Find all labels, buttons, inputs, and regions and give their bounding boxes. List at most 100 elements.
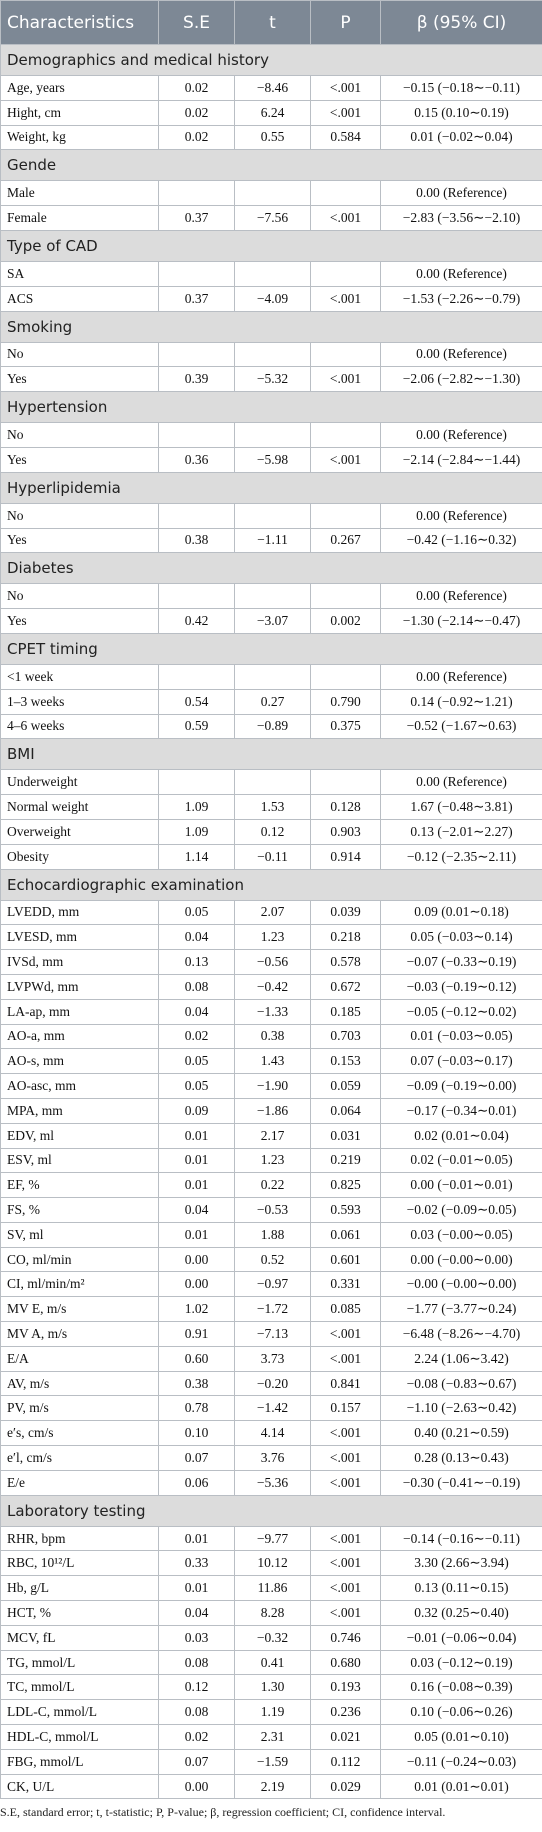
cell: 0.05 (0.01∼0.10) [380,1724,542,1750]
data-row: No 0.00 (Reference) [0,502,542,529]
section-title: Echocardiographic examination [0,868,542,901]
cell: 0.27 [234,688,311,715]
data-row: MPA, mm 0.09 −1.86 0.064 −0.17 (−0.34∼0.01) [0,1097,542,1124]
data-row: LVPWd, mm 0.08 −0.42 0.672 −0.03 (−0.19∼0.12… [0,973,542,1000]
row-label: MPA, mm [0,1097,159,1124]
cell: 8.28 [234,1600,311,1626]
row-label: PV, m/s [0,1395,159,1422]
cell: −0.07 (−0.33∼0.19) [380,949,542,975]
cell: 0.021 [310,1724,381,1750]
cell: −7.56 [234,205,311,231]
cell: −0.08 (−0.83∼0.67) [380,1370,542,1397]
cell [310,422,381,448]
cell: 0.05 [158,899,235,926]
cell: 2.31 [234,1724,311,1750]
cell: 0.01 [158,1172,235,1199]
data-row: FBG, mmol/L 0.07 −1.59 0.112 −0.11 (−0.24∼0.… [0,1748,542,1775]
data-row: E/A 0.60 3.73 <.001 2.24 (1.06∼3.42) [0,1345,542,1372]
cell: 0.01 [158,1147,235,1174]
data-row: Yes 0.39 −5.32 <.001 −2.06 (−2.82∼−1.30) [0,366,542,393]
cell: 0.672 [310,973,381,1000]
row-label: AO-asc, mm [0,1073,159,1099]
cell [310,341,381,368]
data-row: Yes 0.38 −1.11 0.267 −0.42 (−1.16∼0.32) [0,527,542,554]
cell: 0.42 [158,608,235,634]
data-row: LVEDD, mm 0.05 2.07 0.039 0.09 (0.01∼0.18) [0,899,542,926]
cell: 0.331 [310,1271,381,1298]
cell: 1.14 [158,843,235,870]
cell: 0.790 [310,688,381,715]
section-row: Smoking [0,310,542,343]
cell: 0.37 [158,205,235,231]
cell: 0.00 [158,1773,235,1800]
cell: −1.11 [234,527,311,554]
cell: 0.03 [158,1624,235,1651]
cell: 0.01 [158,1122,235,1149]
cell: 0.185 [310,998,381,1025]
data-row: MV E, m/s 1.02 −1.72 0.085 −1.77 (−3.77∼0.24… [0,1296,542,1323]
data-row: LVESD, mm 0.04 1.23 0.218 0.05 (−0.03∼0.14) [0,924,542,951]
cell: −0.15 (−0.18∼−0.11) [380,75,542,101]
data-row: No 0.00 (Reference) [0,583,542,610]
cell [234,502,311,529]
row-label: Underweight [0,769,159,796]
cell: −1.30 (−2.14∼−0.47) [380,608,542,634]
row-label: E/A [0,1345,159,1372]
data-row: AO-asc, mm 0.05 −1.90 0.059 −0.09 (−0.19∼0.0… [0,1073,542,1099]
section-title: Hypertension [0,391,542,424]
row-label: Yes [0,527,159,554]
section-row: Type of CAD [0,229,542,262]
data-row: Underweight 0.00 (Reference) [0,769,542,796]
row-label: Hight, cm [0,99,159,126]
cell: −1.77 (−3.77∼0.24) [380,1296,542,1323]
cell: 0.593 [310,1197,381,1223]
cell: 0.375 [310,713,381,740]
cell: 0.15 (0.10∼0.19) [380,99,542,126]
row-label: IVSd, mm [0,949,159,975]
row-label: Normal weight [0,794,159,820]
cell: <.001 [310,1469,381,1496]
row-label: HCT, % [0,1600,159,1626]
column-header: S.E [158,0,235,45]
cell [158,663,235,690]
section-row: Echocardiographic examination [0,868,542,901]
cell: <.001 [310,1600,381,1626]
cell: 1.23 [234,924,311,951]
cell: −0.14 (−0.16∼−0.11) [380,1525,542,1552]
section-row: Diabetes [0,552,542,585]
cell: 0.07 (−0.03∼0.17) [380,1048,542,1075]
data-row: Yes 0.36 −5.98 <.001 −2.14 (−2.84∼−1.44) [0,446,542,473]
data-row: Normal weight 1.09 1.53 0.128 1.67 (−0.48∼3.… [0,794,542,820]
cell: −0.01 (−0.06∼0.04) [380,1624,542,1651]
cell: 1.09 [158,794,235,820]
cell: 0.09 (0.01∼0.18) [380,899,542,926]
cell: 0.02 [158,1023,235,1050]
section-title: Smoking [0,310,542,343]
cell: −0.00 (−0.00∼0.00) [380,1271,542,1298]
data-row: HCT, % 0.04 8.28 <.001 0.32 (0.25∼0.40) [0,1600,542,1626]
cell: 0.00 (Reference) [380,583,542,610]
row-label: LVEDD, mm [0,899,159,926]
row-label: 4–6 weeks [0,713,159,740]
data-row: AO-s, mm 0.05 1.43 0.153 0.07 (−0.03∼0.17) [0,1048,542,1075]
cell [158,502,235,529]
cell: 2.24 (1.06∼3.42) [380,1345,542,1372]
cell: 0.00 (Reference) [380,260,542,287]
cell: 0.00 (−0.01∼0.01) [380,1172,542,1199]
cell: 1.53 [234,794,311,820]
cell: −5.36 [234,1469,311,1496]
cell [310,502,381,529]
cell: 0.703 [310,1023,381,1050]
row-label: LVPWd, mm [0,973,159,1000]
data-row: E/e 0.06 −5.36 <.001 −0.30 (−0.41∼−0.19) [0,1469,542,1496]
cell: −0.02 (−0.09∼0.05) [380,1197,542,1223]
data-row: Hight, cm 0.02 6.24 <.001 0.15 (0.10∼0.19) [0,99,542,126]
cell: 0.78 [158,1395,235,1422]
data-row: Obesity 1.14 −0.11 0.914 −0.12 (−2.35∼2.11) [0,843,542,870]
cell: <.001 [310,446,381,473]
cell: 0.00 (Reference) [380,502,542,529]
cell [158,180,235,207]
row-label: Yes [0,366,159,393]
